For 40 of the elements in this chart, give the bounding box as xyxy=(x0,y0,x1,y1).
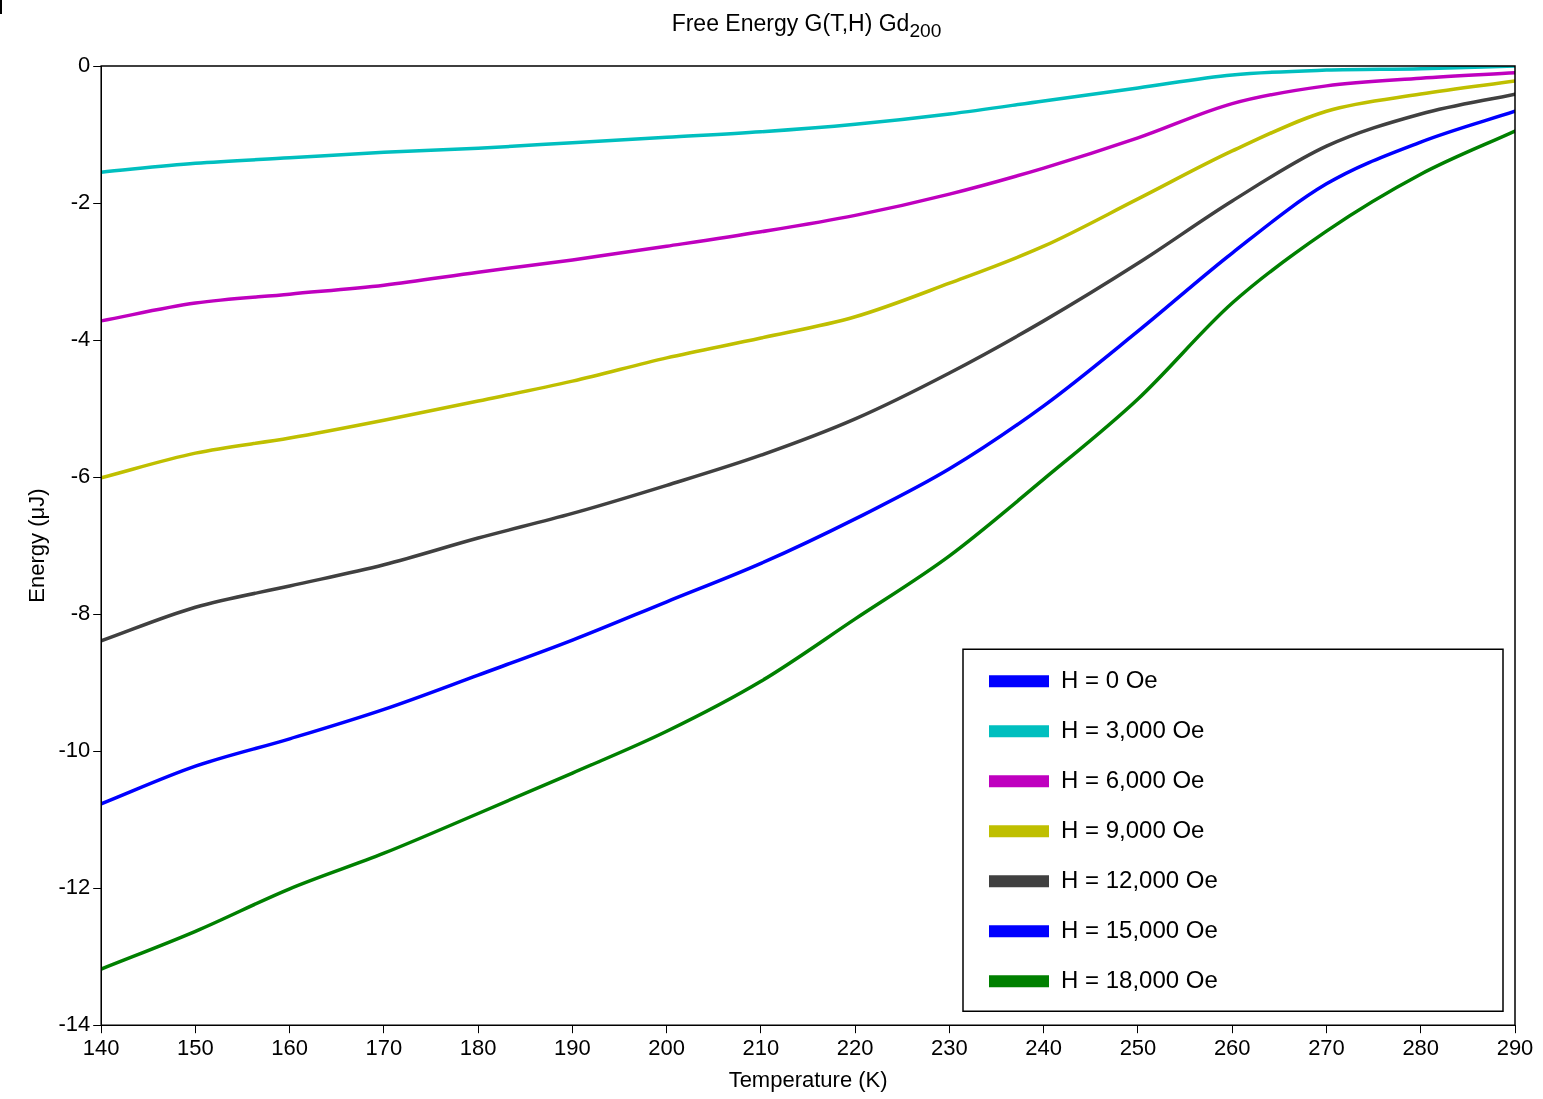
x-axis-title: Temperature (K) xyxy=(728,1066,888,1092)
x-tick-label: 280 xyxy=(1402,1035,1440,1061)
y-tick-label: -12 xyxy=(58,874,91,900)
line-series xyxy=(101,109,1515,806)
x-tick-label: 150 xyxy=(177,1035,214,1061)
x-tick-label: 180 xyxy=(459,1035,497,1061)
y-tick-label: 0 xyxy=(77,52,91,78)
legend-label: H = 3,000 Oe xyxy=(1061,715,1205,743)
x-tick-label: 230 xyxy=(931,1035,968,1061)
y-tick-label: -2 xyxy=(70,189,91,215)
y-tick-label: -6 xyxy=(70,463,91,489)
y-tick-label: -10 xyxy=(58,737,91,763)
x-tick-label: 200 xyxy=(648,1035,686,1061)
line-series xyxy=(101,71,1515,323)
x-tick-label: 210 xyxy=(742,1035,780,1061)
x-tick-label: 270 xyxy=(1308,1035,1345,1061)
x-tick-label: 260 xyxy=(1213,1035,1251,1061)
legend-label: H = 15,000 Oe xyxy=(1061,915,1218,943)
x-tick-label: 240 xyxy=(1025,1035,1063,1061)
line-series xyxy=(101,79,1515,480)
line-series xyxy=(101,66,1515,174)
y-tick-label: -4 xyxy=(70,326,91,352)
y-tick-label: -8 xyxy=(70,600,91,626)
legend-label: H = 6,000 Oe xyxy=(1061,765,1205,793)
line-series xyxy=(101,129,1515,971)
x-tick-label: 290 xyxy=(1496,1035,1534,1061)
legend-label: H = 12,000 Oe xyxy=(1061,865,1218,893)
legend-label: H = 0 Oe xyxy=(1061,665,1158,693)
x-tick-label: 140 xyxy=(82,1035,120,1061)
y-axis-title: Energy (μJ) xyxy=(24,488,50,603)
x-tick-label: 250 xyxy=(1119,1035,1157,1061)
x-tick-label: 160 xyxy=(271,1035,309,1061)
x-tick-label: 220 xyxy=(836,1035,874,1061)
x-tick-label: 190 xyxy=(554,1035,591,1061)
line-series xyxy=(101,92,1515,643)
y-tick-label: -14 xyxy=(58,1011,91,1037)
legend-label: H = 9,000 Oe xyxy=(1061,815,1205,843)
x-tick-label: 170 xyxy=(365,1035,403,1061)
chart-title: Free Energy G(T,H) Gd$_{200}$ xyxy=(670,10,943,42)
legend-label: H = 18,000 Oe xyxy=(1061,965,1218,993)
